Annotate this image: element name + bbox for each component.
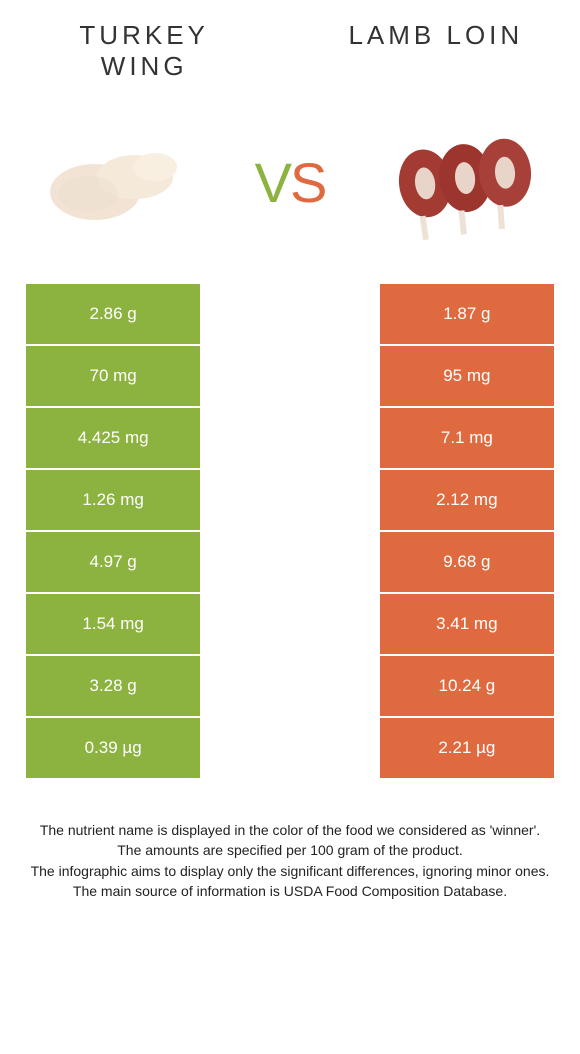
right-food-title: Lamb loin: [332, 20, 540, 82]
nutrient-label: Vitamin B3: [202, 408, 377, 468]
nutrient-label: Saturated fat: [202, 656, 377, 716]
nutrient-label: Polyunsaturated fat: [202, 284, 377, 344]
vs-v: V: [255, 151, 290, 214]
right-value: 2.21 µg: [380, 718, 554, 778]
table-row: 4.97 gMonounsaturated fat9.68 g: [26, 532, 554, 592]
table-row: 1.26 mgIron2.12 mg: [26, 470, 554, 530]
table-row: 70 mgCholesterol95 mg: [26, 346, 554, 406]
footer-notes: The nutrient name is displayed in the co…: [20, 820, 560, 901]
nutrient-label: Iron: [202, 470, 377, 530]
right-value: 2.12 mg: [380, 470, 554, 530]
header: Turkey wing Lamb loin: [0, 0, 580, 92]
right-value: 7.1 mg: [380, 408, 554, 468]
footer-line-3: The infographic aims to display only the…: [20, 861, 560, 881]
table-row: 0.39 µgVitamin B122.21 µg: [26, 718, 554, 778]
right-value: 95 mg: [380, 346, 554, 406]
nutrient-label: Zinc: [202, 594, 377, 654]
table-row: 4.425 mgVitamin B37.1 mg: [26, 408, 554, 468]
lamb-loin-image: [370, 112, 550, 252]
table-row: 3.28 gSaturated fat10.24 g: [26, 656, 554, 716]
right-value: 1.87 g: [380, 284, 554, 344]
turkey-icon: [40, 122, 200, 242]
images-row: VS: [0, 92, 580, 282]
lamb-icon: [380, 122, 540, 242]
left-food-title: Turkey wing: [40, 20, 248, 82]
left-value: 4.425 mg: [26, 408, 200, 468]
left-value: 3.28 g: [26, 656, 200, 716]
left-value: 70 mg: [26, 346, 200, 406]
vs-s: S: [290, 151, 325, 214]
comparison-table: 2.86 gPolyunsaturated fat1.87 g70 mgChol…: [24, 282, 556, 780]
left-value: 4.97 g: [26, 532, 200, 592]
nutrient-label: Vitamin B12: [202, 718, 377, 778]
left-value: 2.86 g: [26, 284, 200, 344]
footer-line-2: The amounts are specified per 100 gram o…: [20, 840, 560, 860]
turkey-wing-image: [30, 112, 210, 252]
table-row: 2.86 gPolyunsaturated fat1.87 g: [26, 284, 554, 344]
left-value: 1.26 mg: [26, 470, 200, 530]
table-row: 1.54 mgZinc3.41 mg: [26, 594, 554, 654]
right-value: 9.68 g: [380, 532, 554, 592]
vs-label: VS: [255, 150, 326, 215]
left-value: 1.54 mg: [26, 594, 200, 654]
footer-line-4: The main source of information is USDA F…: [20, 881, 560, 901]
left-value: 0.39 µg: [26, 718, 200, 778]
footer-line-1: The nutrient name is displayed in the co…: [20, 820, 560, 840]
nutrient-label: Monounsaturated fat: [202, 532, 377, 592]
right-value: 10.24 g: [380, 656, 554, 716]
nutrient-label: Cholesterol: [202, 346, 377, 406]
right-value: 3.41 mg: [380, 594, 554, 654]
